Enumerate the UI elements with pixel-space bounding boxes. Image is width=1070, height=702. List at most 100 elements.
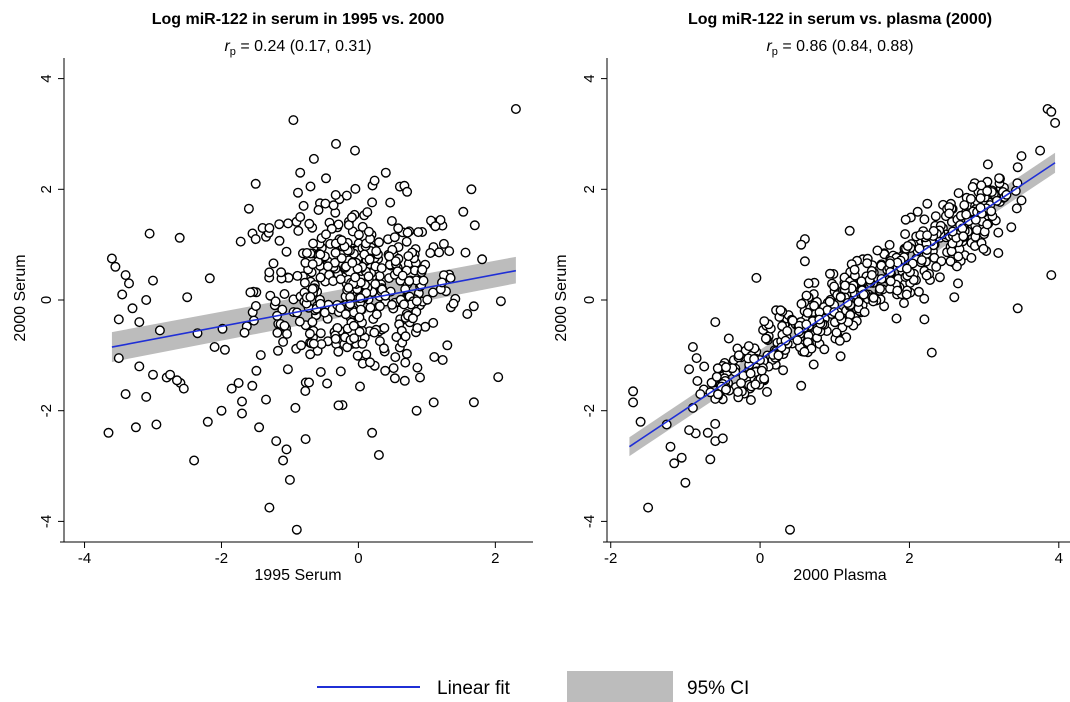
data-point (425, 247, 436, 258)
data-point (250, 234, 261, 245)
data-point (362, 207, 373, 218)
data-point (965, 193, 976, 204)
data-point (364, 254, 375, 265)
data-point (378, 343, 389, 354)
data-point (967, 181, 978, 192)
data-point (1046, 270, 1057, 281)
data-point (264, 267, 275, 278)
data-point (930, 211, 941, 222)
data-point (687, 342, 698, 353)
data-point (379, 323, 390, 334)
x-tick-label: -4 (78, 550, 91, 567)
data-point (801, 290, 812, 301)
data-point (824, 296, 835, 307)
data-point (371, 309, 382, 320)
data-point (799, 346, 810, 357)
data-point (684, 364, 695, 375)
y-tick-label: 0 (38, 296, 55, 304)
data-point (319, 307, 330, 318)
data-point (762, 386, 773, 397)
data-point (1012, 303, 1023, 314)
data-point (745, 395, 756, 406)
data-point (875, 283, 886, 294)
data-point (921, 270, 932, 281)
data-point (123, 278, 134, 289)
data-point (397, 270, 408, 281)
data-point (341, 190, 352, 201)
data-point (355, 381, 366, 392)
data-point (347, 257, 358, 268)
data-point (127, 303, 138, 314)
data-point (695, 389, 706, 400)
y-tick-label: 2 (581, 185, 598, 193)
data-point (278, 336, 289, 347)
data-point (711, 371, 722, 382)
data-point (994, 173, 1005, 184)
y-axis-label-right: 2000 Serum (553, 254, 570, 341)
data-point (236, 408, 247, 419)
data-point (373, 450, 384, 461)
data-point (510, 103, 521, 114)
data-point (365, 302, 376, 313)
data-point (333, 400, 344, 411)
panel-left: Log miR-122 in serum in 1995 vs. 2000 rp… (12, 11, 533, 584)
data-point (993, 247, 1004, 258)
data-point (949, 292, 960, 303)
data-point (283, 218, 294, 229)
data-point (785, 524, 796, 535)
legend-line-label: Linear fit (437, 678, 511, 699)
data-point (982, 159, 993, 170)
data-point (279, 320, 290, 331)
data-point (959, 200, 970, 211)
data-point (844, 225, 855, 236)
data-point (295, 211, 306, 222)
data-point (495, 296, 506, 307)
data-point (174, 232, 185, 243)
y-tick-label: -2 (38, 404, 55, 417)
data-point (1006, 222, 1017, 233)
data-point (216, 405, 227, 416)
data-point (665, 441, 676, 452)
data-point (733, 350, 744, 361)
data-point (951, 261, 962, 272)
data-point (376, 263, 387, 274)
data-point (385, 197, 396, 208)
data-point (226, 383, 237, 394)
data-point (435, 214, 446, 225)
data-point (350, 272, 361, 283)
data-point (986, 206, 997, 217)
data-point (840, 280, 851, 291)
data-point (255, 350, 266, 361)
data-point (993, 227, 1004, 238)
x-tick-label: 0 (354, 550, 362, 567)
data-point (953, 188, 964, 199)
data-point (330, 189, 341, 200)
data-point (412, 323, 423, 334)
data-point (721, 384, 732, 395)
data-point (367, 427, 378, 438)
data-point (370, 279, 381, 290)
data-point (369, 175, 380, 186)
data-point (401, 348, 412, 359)
legend: Linear fit 95% CI (317, 671, 749, 702)
data-point (953, 278, 964, 289)
data-point (369, 327, 380, 338)
data-point (1016, 195, 1027, 206)
data-point (902, 240, 913, 251)
data-point (669, 458, 680, 469)
data-point (130, 422, 141, 433)
data-point (298, 200, 309, 211)
data-point (144, 228, 155, 239)
data-point (349, 333, 360, 344)
data-point (710, 317, 721, 328)
data-point (330, 247, 341, 258)
data-point (134, 317, 145, 328)
data-point (333, 346, 344, 357)
data-point (699, 361, 710, 372)
data-point (913, 286, 924, 297)
data-point (796, 298, 807, 309)
data-point (868, 292, 879, 303)
data-point (891, 313, 902, 324)
data-point (802, 307, 813, 318)
data-point (468, 397, 479, 408)
